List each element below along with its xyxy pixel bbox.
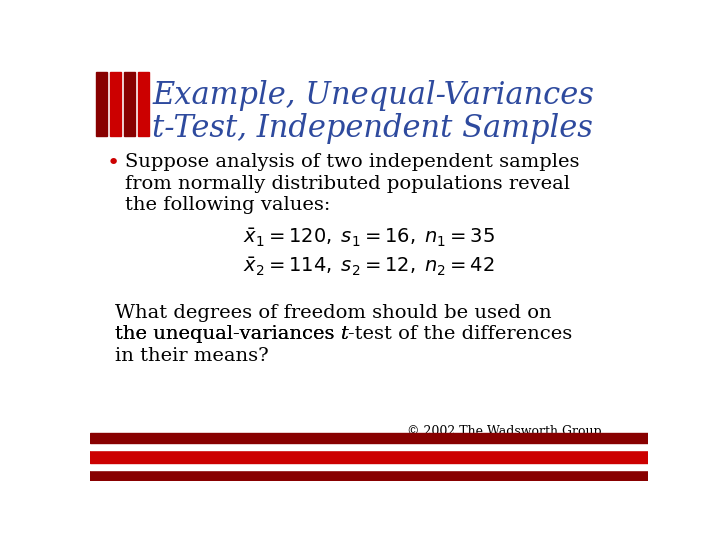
Bar [90,470,648,481]
Text: from normally distributed populations reveal: from normally distributed populations re… [125,175,570,193]
Text: t-Test, Independent Samples: t-Test, Independent Samples [152,112,593,144]
Bar [138,72,149,136]
Text: © 2002 The Wadsworth Group: © 2002 The Wadsworth Group [407,425,601,438]
Text: t: t [341,325,348,343]
Bar [90,443,648,450]
Text: •: • [107,153,120,173]
Bar [90,463,648,470]
Text: Example, Unequal-Variances: Example, Unequal-Variances [152,80,594,111]
Text: in their means?: in their means? [114,347,269,364]
Bar [96,72,107,136]
Bar [90,450,648,463]
Bar [124,72,135,136]
Text: $\bar{x}_2 =114,\; s_2 =12,\; n_2 =42$: $\bar{x}_2 =114,\; s_2 =12,\; n_2 =42$ [243,256,495,278]
Text: -test of the differences: -test of the differences [348,325,572,343]
Bar [110,72,121,136]
Text: the unequal-variances: the unequal-variances [114,325,341,343]
Text: $\bar{x}_1 =120,\; s_1 =16,\; n_1 =35$: $\bar{x}_1 =120,\; s_1 =16,\; n_1 =35$ [243,226,495,249]
Text: the unequal-variances: the unequal-variances [114,325,341,343]
Text: Suppose analysis of two independent samples: Suppose analysis of two independent samp… [125,153,580,171]
Text: the following values:: the following values: [125,197,330,214]
Text: t: t [341,325,348,343]
Text: What degrees of freedom should be used on: What degrees of freedom should be used o… [114,303,552,321]
Bar [90,433,648,443]
